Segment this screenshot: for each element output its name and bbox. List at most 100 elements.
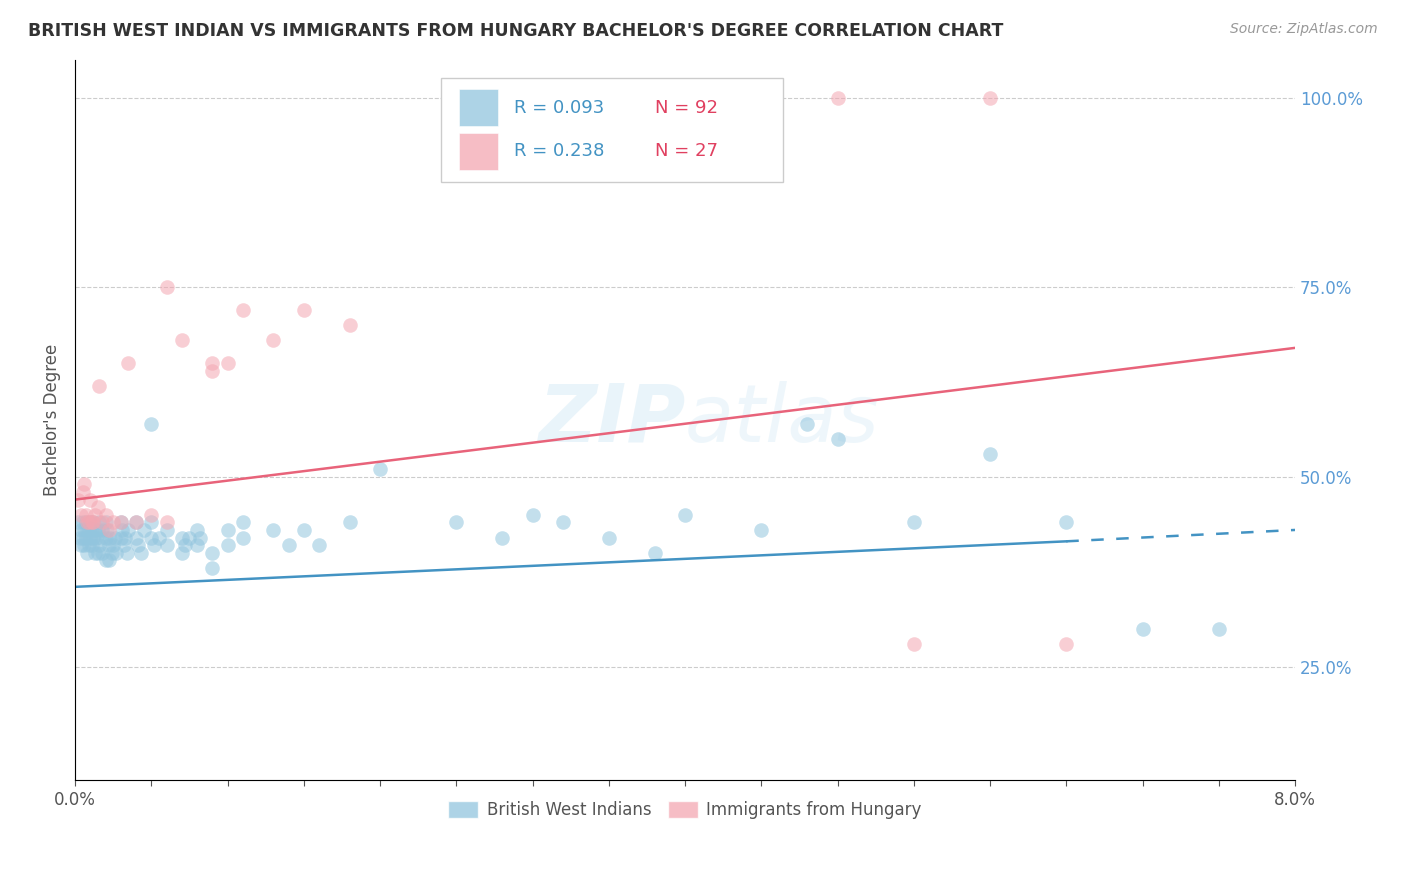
Point (232, 516, 254, 530)
Point (91, 516, 114, 530)
Point (491, 531, 513, 545)
Point (292, 302, 315, 317)
Point (232, 531, 254, 545)
Point (339, 516, 361, 530)
Point (127, 538, 149, 552)
Point (308, 538, 330, 552)
Point (89, 379, 111, 393)
Point (155, 516, 177, 530)
Point (73, 477, 96, 491)
FancyBboxPatch shape (460, 89, 498, 127)
Text: N = 92: N = 92 (655, 100, 717, 118)
Point (80, 516, 103, 530)
Point (86, 531, 108, 545)
Point (87, 500, 110, 515)
Point (82, 516, 104, 530)
Point (232, 302, 254, 317)
Point (201, 546, 224, 560)
Point (125, 516, 148, 530)
Point (96, 523, 118, 537)
Point (598, 531, 620, 545)
Point (188, 531, 211, 545)
Point (67, 492, 90, 507)
Y-axis label: Bachelor's Degree: Bachelor's Degree (44, 343, 60, 496)
Point (979, 90, 1001, 104)
Text: BRITISH WEST INDIAN VS IMMIGRANTS FROM HUNGARY BACHELOR'S DEGREE CORRELATION CHA: BRITISH WEST INDIAN VS IMMIGRANTS FROM H… (28, 22, 1004, 40)
Point (262, 523, 284, 537)
Point (903, 516, 925, 530)
Point (1208, 622, 1230, 636)
Point (201, 356, 224, 370)
Point (125, 516, 148, 530)
Point (170, 333, 193, 347)
Point (110, 516, 132, 530)
Text: Source: ZipAtlas.com: Source: ZipAtlas.com (1230, 22, 1378, 37)
Point (551, 516, 574, 530)
Point (97, 553, 120, 567)
Point (110, 516, 132, 530)
Point (82, 516, 104, 530)
Point (89, 538, 111, 552)
FancyBboxPatch shape (460, 133, 498, 170)
Point (979, 447, 1001, 461)
Point (170, 531, 193, 545)
Point (75, 508, 97, 522)
Point (903, 637, 925, 651)
Point (170, 546, 193, 560)
Point (1054, 637, 1077, 651)
Point (94, 516, 117, 530)
Point (446, 516, 468, 530)
Point (100, 546, 122, 560)
Point (368, 462, 391, 476)
Point (112, 538, 135, 552)
Point (75, 531, 97, 545)
Legend: British West Indians, Immigrants from Hungary: British West Indians, Immigrants from Hu… (441, 795, 928, 826)
Point (90, 531, 112, 545)
Point (75, 516, 97, 530)
Point (70, 538, 93, 552)
Point (115, 546, 138, 560)
Point (72, 485, 94, 500)
Point (217, 523, 239, 537)
Point (155, 538, 177, 552)
Point (105, 546, 128, 560)
Point (117, 356, 139, 370)
Point (111, 523, 134, 537)
Point (94, 553, 117, 567)
Point (132, 523, 155, 537)
Text: atlas: atlas (685, 381, 880, 459)
Point (76, 516, 98, 530)
Point (80, 523, 103, 537)
Point (827, 90, 849, 104)
Point (73, 523, 96, 537)
Point (83, 508, 105, 522)
Point (125, 531, 148, 545)
Point (77, 523, 100, 537)
Point (143, 538, 166, 552)
Point (292, 523, 315, 537)
Point (101, 516, 124, 530)
Point (94, 508, 117, 522)
Point (827, 432, 849, 446)
Point (141, 417, 163, 431)
Point (87, 546, 110, 560)
Point (94, 531, 117, 545)
Text: ZIP: ZIP (537, 381, 685, 459)
Point (186, 523, 208, 537)
Point (749, 523, 772, 537)
Point (186, 538, 208, 552)
Point (72, 531, 94, 545)
Point (141, 531, 163, 545)
Point (67, 516, 90, 530)
Point (79, 492, 101, 507)
Point (83, 546, 105, 560)
Point (89, 516, 111, 530)
Point (76, 523, 98, 537)
Point (129, 546, 152, 560)
Point (155, 280, 177, 294)
Point (82, 531, 104, 545)
Point (173, 538, 195, 552)
Point (69, 531, 91, 545)
Point (201, 561, 224, 575)
Point (72, 516, 94, 530)
